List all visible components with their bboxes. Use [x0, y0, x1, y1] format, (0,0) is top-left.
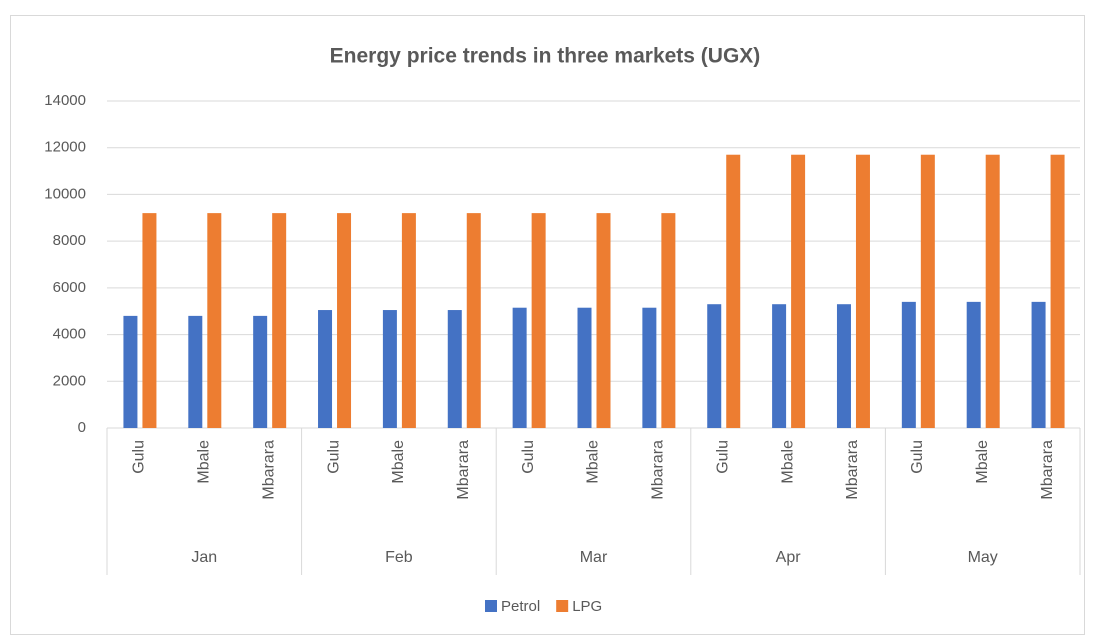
bar — [772, 304, 787, 428]
bar — [920, 154, 935, 428]
legend-swatch — [485, 600, 497, 612]
chart-title: Energy price trends in three markets (UG… — [330, 45, 761, 68]
legend-swatch — [556, 600, 569, 612]
group-label: Jan — [191, 549, 217, 566]
x-tick-label: Mbale — [585, 440, 602, 484]
bar — [142, 213, 157, 428]
y-tick-label: 6000 — [53, 279, 86, 296]
bar — [382, 310, 397, 428]
x-tick-label: Gulu — [520, 440, 537, 474]
bar — [791, 154, 806, 428]
bar — [661, 213, 676, 428]
bar — [466, 213, 481, 428]
x-tick-label: Mbarara — [260, 440, 277, 500]
x-tick-label: Gulu — [325, 440, 342, 474]
bar — [985, 154, 1000, 428]
bar — [188, 315, 203, 428]
bar — [855, 154, 870, 428]
x-tick-label: Mbale — [779, 440, 796, 484]
bar — [1031, 301, 1046, 428]
y-tick-label: 8000 — [53, 232, 86, 249]
x-tick-label: Mbale — [390, 440, 407, 484]
bar — [447, 310, 462, 428]
bar — [512, 307, 527, 428]
bar — [318, 310, 333, 428]
group-label: Mar — [580, 549, 608, 566]
x-tick-label: Gulu — [909, 440, 926, 474]
bar — [123, 315, 138, 428]
y-tick-label: 12000 — [44, 139, 86, 156]
x-tick-label: Mbarara — [844, 440, 861, 500]
x-tick-label: Mbarara — [455, 440, 472, 500]
legend-label: LPG — [572, 598, 602, 615]
y-tick-label: 14000 — [44, 92, 86, 109]
y-tick-label: 10000 — [44, 185, 86, 202]
bar — [337, 213, 352, 428]
bar — [707, 304, 722, 428]
bar — [272, 213, 287, 428]
bar — [531, 213, 546, 428]
y-tick-label: 4000 — [53, 326, 86, 343]
bar — [577, 307, 592, 428]
bar — [1050, 154, 1065, 428]
bar — [726, 154, 741, 428]
group-label: Apr — [776, 549, 802, 566]
y-tick-label: 0 — [78, 419, 86, 436]
group-label: Feb — [385, 549, 413, 566]
bar — [596, 213, 611, 428]
x-tick-label: Gulu — [714, 440, 731, 474]
bar — [901, 301, 916, 428]
bar — [966, 301, 981, 428]
bar — [401, 213, 416, 428]
legend-label: Petrol — [501, 598, 540, 615]
y-tick-label: 2000 — [53, 372, 86, 389]
group-label: May — [968, 549, 998, 566]
bar — [253, 315, 268, 428]
x-tick-label: Mbale — [974, 440, 991, 484]
x-tick-label: Mbarara — [1039, 440, 1056, 500]
x-tick-label: Mbale — [196, 440, 213, 484]
bar — [207, 213, 222, 428]
x-tick-label: Gulu — [131, 440, 148, 474]
x-tick-label: Mbarara — [650, 440, 667, 500]
bar — [836, 304, 851, 428]
bar — [642, 307, 657, 428]
